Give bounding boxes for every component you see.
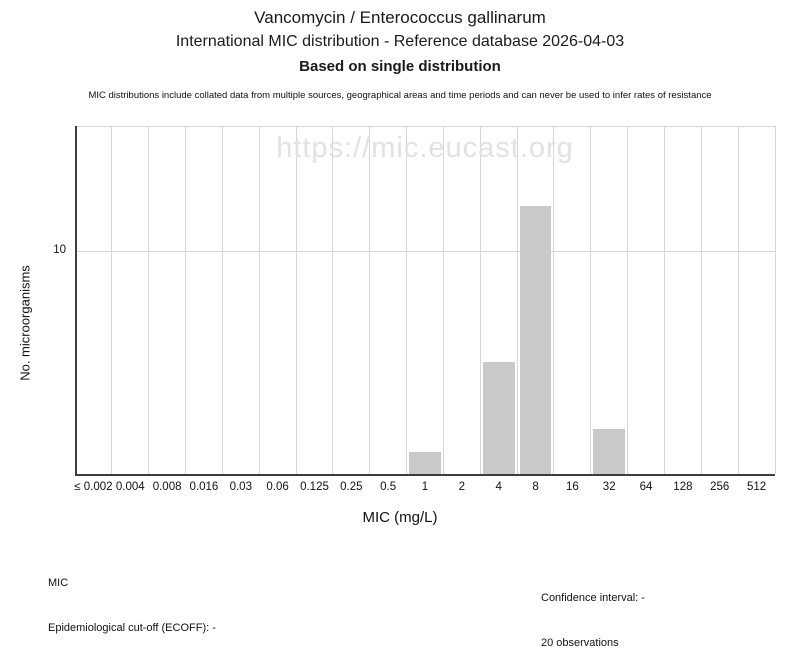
vertical-gridline bbox=[148, 126, 150, 474]
chart-subtitle-2: Based on single distribution bbox=[299, 58, 501, 75]
chart-title: Vancomycin / Enterococcus gallinarum bbox=[254, 8, 546, 27]
x-tick-label: 0.004 bbox=[115, 481, 145, 493]
footer-confidence-label: Confidence interval: - bbox=[541, 592, 645, 604]
y-tick-label: 10 bbox=[53, 243, 66, 256]
bar-mic-8 bbox=[519, 205, 552, 474]
y-axis-title: No. microorganisms bbox=[17, 265, 33, 381]
x-tick-label: 0.03 bbox=[229, 481, 252, 493]
x-tick-label: 0.06 bbox=[266, 481, 289, 493]
footer-observations-label: 20 observations bbox=[541, 637, 619, 649]
x-axis-title: MIC (mg/L) bbox=[362, 509, 438, 526]
x-tick-label: 64 bbox=[639, 481, 653, 493]
x-tick-label: 0.25 bbox=[340, 481, 363, 493]
plot-top-gridline bbox=[75, 126, 775, 127]
horizontal-gridline bbox=[75, 250, 775, 252]
bar-mic-1 bbox=[409, 451, 441, 474]
x-tick-label: 512 bbox=[746, 481, 767, 493]
plot-area: https://mic.eucast.org ≤ 0.002 0.004 0.008… bbox=[53, 126, 776, 493]
chart-subtitle: International MIC distribution - Referen… bbox=[175, 33, 625, 50]
vertical-gridline bbox=[406, 126, 408, 474]
vertical-gridline bbox=[700, 126, 702, 474]
footer-ecoff-label: Epidemiological cut-off (ECOFF): - bbox=[48, 622, 216, 634]
x-tick-label: 4 bbox=[495, 481, 502, 493]
vertical-gridline bbox=[590, 126, 592, 474]
vertical-gridline bbox=[295, 126, 297, 474]
bar-mic-32 bbox=[593, 429, 626, 474]
bar-mic-4 bbox=[482, 362, 515, 474]
vertical-gridline bbox=[737, 126, 739, 474]
footer-left-block: MIC Epidemiological cut-off (ECOFF): - W… bbox=[48, 546, 216, 650]
x-axis-line bbox=[75, 474, 775, 476]
vertical-gridline bbox=[185, 126, 187, 474]
x-tick-label: 16 bbox=[565, 481, 579, 493]
footer-mic-label: MIC bbox=[48, 577, 69, 589]
x-tick-label: 0.016 bbox=[189, 481, 219, 493]
vertical-gridline bbox=[627, 126, 629, 474]
x-tick-label: ≤ 0.002 bbox=[74, 481, 113, 493]
x-tick-label: 256 bbox=[710, 481, 730, 493]
x-tick-label: 128 bbox=[673, 481, 693, 493]
vertical-gridline bbox=[332, 126, 334, 474]
x-tick-label: 0.125 bbox=[300, 481, 329, 493]
vertical-gridline bbox=[258, 126, 260, 474]
watermark-text: https://mic.eucast.org bbox=[276, 132, 574, 164]
x-tick-label: 8 bbox=[532, 481, 539, 493]
footer-right-block: Confidence interval: - 20 observations bbox=[541, 561, 645, 650]
vertical-gridline bbox=[663, 126, 665, 474]
x-tick-label: 0.5 bbox=[380, 481, 397, 493]
x-tick-label: 0.008 bbox=[152, 481, 182, 493]
vertical-gridline bbox=[111, 126, 113, 474]
vertical-gridline bbox=[369, 126, 371, 474]
vertical-gridline bbox=[442, 126, 444, 474]
vertical-gridline bbox=[221, 126, 223, 474]
vertical-gridline bbox=[774, 126, 776, 474]
vertical-gridline bbox=[516, 126, 518, 474]
x-tick-label: 2 bbox=[458, 481, 466, 493]
disclaimer-text: MIC distributions include collated data … bbox=[88, 90, 712, 101]
vertical-gridline bbox=[553, 126, 555, 474]
x-tick-label: 1 bbox=[421, 481, 429, 493]
vertical-gridline bbox=[479, 126, 481, 474]
y-axis-line bbox=[75, 126, 77, 474]
x-tick-label: 32 bbox=[602, 481, 616, 493]
